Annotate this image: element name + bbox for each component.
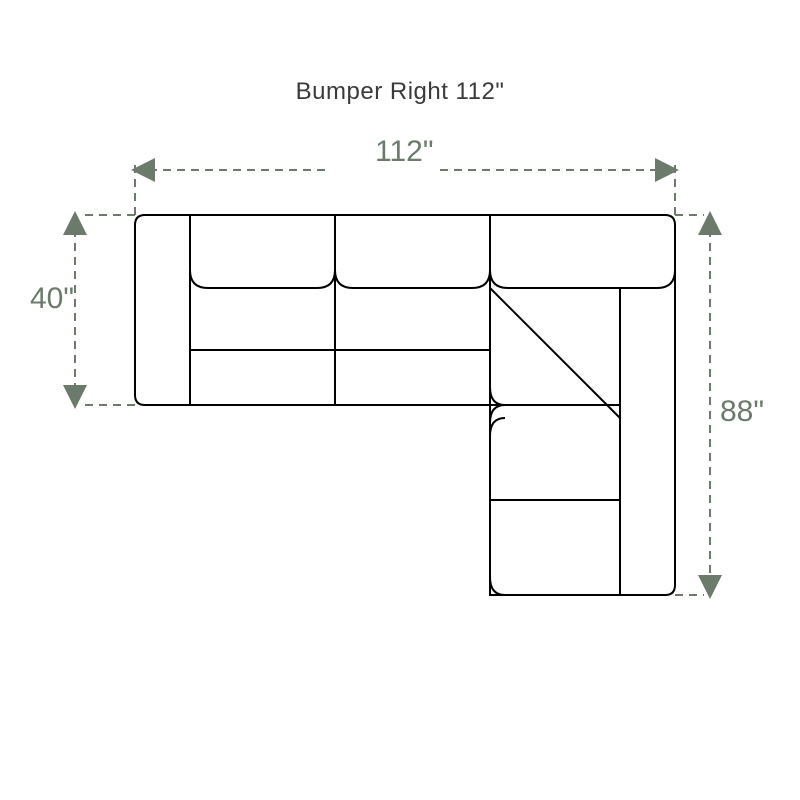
sofa-diagram <box>0 0 800 800</box>
